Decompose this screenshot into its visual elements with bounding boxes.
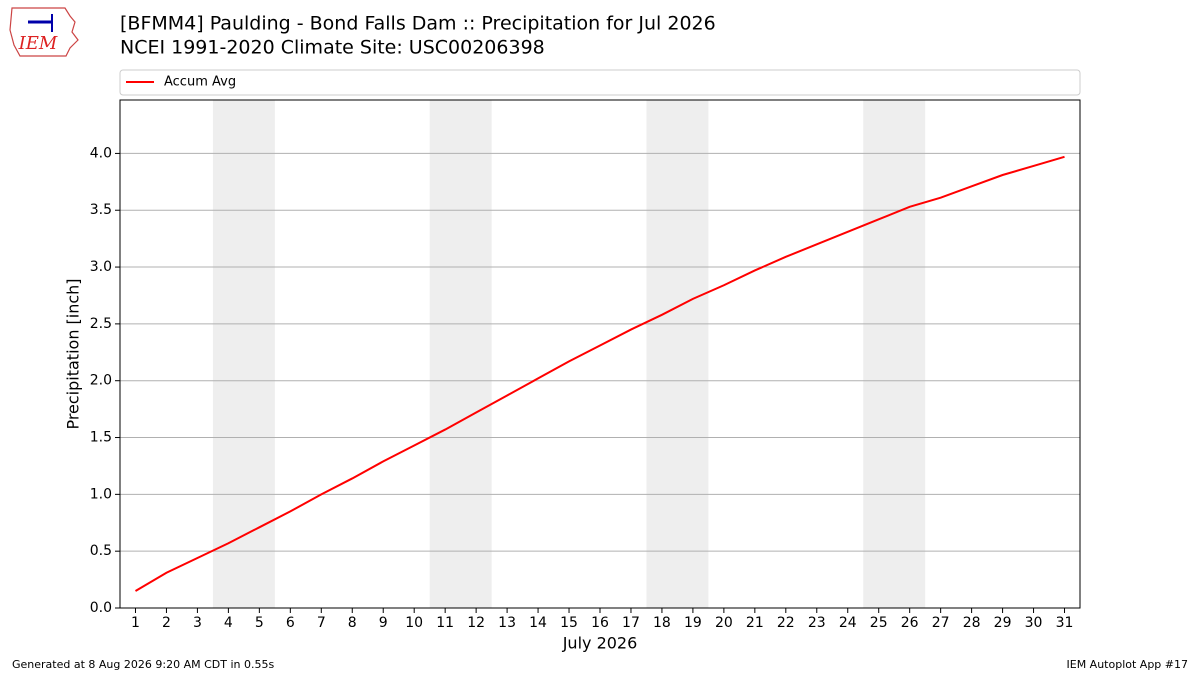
x-tick-label: 6 [286,615,295,631]
footer-left: Generated at 8 Aug 2026 9:20 AM CDT in 0… [12,658,274,671]
x-tick-label: 19 [684,615,702,631]
x-tick-label: 5 [255,615,264,631]
logo: IEM [9,7,79,57]
x-tick-label: 4 [224,615,233,631]
x-tick-label: 15 [560,615,578,631]
x-tick-label: 8 [348,615,357,631]
x-tick-label: 20 [715,615,733,631]
x-tick-label: 10 [405,615,423,631]
x-tick-label: 24 [839,615,857,631]
legend-box [119,69,1081,96]
y-tick-label: 0.0 [90,600,112,616]
weekend-shade [212,100,275,608]
x-tick-label: 13 [498,615,516,631]
weekend-shade [863,100,926,608]
x-tick-label: 21 [746,615,764,631]
weekend-shade [429,100,492,608]
logo-outline [9,7,79,57]
x-tick-label: 26 [901,615,919,631]
x-tick-label: 23 [808,615,826,631]
x-tick-label: 31 [1056,615,1074,631]
logo-text: IEM [18,33,58,54]
x-tick-label: 3 [193,615,202,631]
data-line [134,155,1065,592]
x-tick-label: 9 [379,615,388,631]
x-tick-label: 2 [162,615,171,631]
y-tick-label: 1.0 [90,486,112,502]
x-tick-label: 7 [317,615,326,631]
legend-label: Accum Avg [164,75,236,90]
x-tick-label: 27 [932,615,950,631]
plot-frame [119,99,1081,609]
x-tick-label: 14 [529,615,547,631]
y-tick-label: 2.5 [90,316,112,332]
x-tick-label: 30 [1025,615,1043,631]
y-axis-label: Precipitation [inch] [64,278,83,429]
x-tick-label: 25 [870,615,888,631]
x-tick-label: 11 [436,615,454,631]
chart-subtitle: NCEI 1991-2020 Climate Site: USC00206398 [120,37,545,59]
x-tick-label: 17 [622,615,640,631]
footer-right: IEM Autoplot App #17 [1067,658,1189,671]
plot-area: 0.00.51.01.52.02.53.03.54.01 2 3 4 5 6 7 8 9 10 11… [90,69,1081,631]
x-axis-label: July 2026 [562,634,638,653]
y-tick-label: 3.0 [90,259,112,275]
x-tick-label: 12 [467,615,485,631]
x-tick-label: 29 [994,615,1012,631]
x-tick-label: 28 [963,615,981,631]
weekend-shade [646,100,709,608]
y-tick-label: 0.5 [90,543,112,559]
y-tick-label: 4.0 [90,145,112,161]
x-tick-label: 18 [653,615,671,631]
y-tick-label: 2.0 [90,373,112,389]
x-tick-label: 22 [777,615,795,631]
y-tick-label: 1.5 [90,430,112,446]
x-tick-label: 1 [131,615,140,631]
y-tick-label: 3.5 [90,202,112,218]
x-tick-label: 16 [591,615,609,631]
chart-title: [BFMM4] Paulding - Bond Falls Dam :: Pre… [120,13,716,35]
